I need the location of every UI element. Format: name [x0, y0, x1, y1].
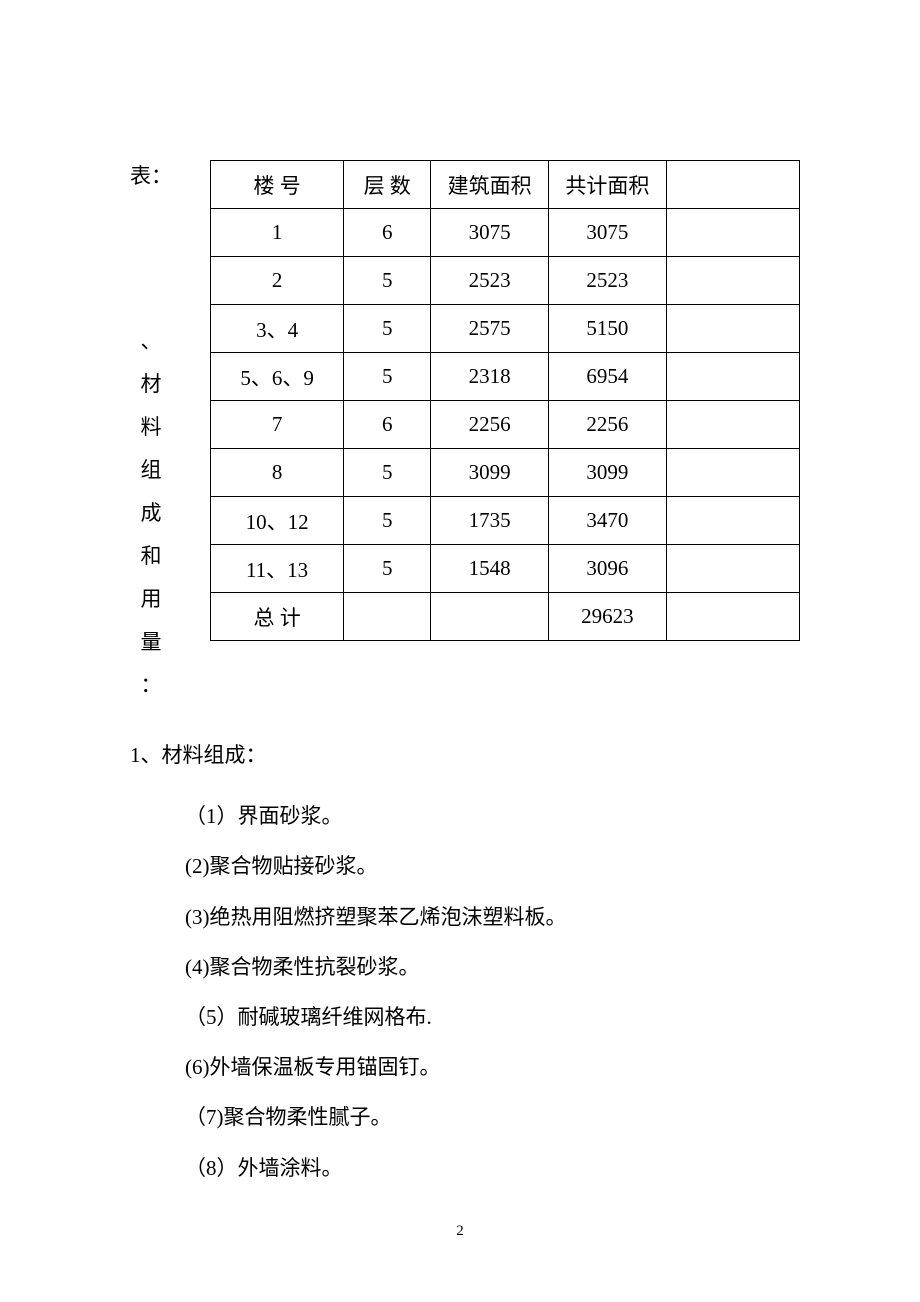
cell-blank: [666, 593, 799, 641]
cell-area: 2318: [431, 353, 549, 401]
cell-blank: [666, 209, 799, 257]
table-area: 楼 号 层 数 建筑面积 共计面积 1 6 3075 3075 2 5: [210, 160, 800, 641]
table-row: 7 6 2256 2256: [211, 401, 800, 449]
col-header-building: 楼 号: [211, 161, 344, 209]
material-item: （8）外墙涂料。: [185, 1145, 800, 1191]
cell-area: 2575: [431, 305, 549, 353]
material-item: （5）耐碱玻璃纤维网格布.: [185, 994, 800, 1040]
material-item: (2)聚合物贴接砂浆。: [185, 843, 800, 889]
table-row: 2 5 2523 2523: [211, 257, 800, 305]
table-row: 5、6、9 5 2318 6954: [211, 353, 800, 401]
side-label-part1: 表：: [130, 160, 172, 190]
cell-building: 8: [211, 449, 344, 497]
cell-area: 2523: [431, 257, 549, 305]
col-header-floors: 层 数: [344, 161, 431, 209]
cell-blank: [666, 401, 799, 449]
page-number: 2: [0, 1223, 920, 1240]
side-char: 、: [141, 320, 162, 363]
cell-floors: 6: [344, 401, 431, 449]
side-char: 用: [141, 578, 162, 621]
cell-floors: 5: [344, 449, 431, 497]
table-row: 11、13 5 1548 3096: [211, 545, 800, 593]
material-item: （1）界面砂浆。: [185, 793, 800, 839]
cell-total: 5150: [549, 305, 667, 353]
main-content-row: 表： 、 材 料 组 成 和 用 量： 楼 号 层 数 建筑面积 共计面积: [130, 160, 800, 707]
cell-total: 2256: [549, 401, 667, 449]
cell-area: 3075: [431, 209, 549, 257]
cell-total-label: 总 计: [211, 593, 344, 641]
cell-area: 1548: [431, 545, 549, 593]
table-row: 1 6 3075 3075: [211, 209, 800, 257]
cell-floors: 5: [344, 545, 431, 593]
cell-floors: 6: [344, 209, 431, 257]
col-header-area: 建筑面积: [431, 161, 549, 209]
cell-blank: [666, 257, 799, 305]
cell-floors: 5: [344, 305, 431, 353]
material-item: (3)绝热用阻燃挤塑聚苯乙烯泡沫塑料板。: [185, 894, 800, 940]
cell-building: 2: [211, 257, 344, 305]
cell-building: 1: [211, 209, 344, 257]
materials-title: 1、材料组成：: [130, 737, 800, 775]
material-item: (6)外墙保温板专用锚固钉。: [185, 1044, 800, 1090]
cell-area: 3099: [431, 449, 549, 497]
side-label-part2: 、 材 料 组 成 和 用 量：: [141, 320, 162, 707]
cell-total: 3470: [549, 497, 667, 545]
material-item: （7)聚合物柔性腻子。: [185, 1094, 800, 1140]
cell-blank: [344, 593, 431, 641]
cell-building: 10、12: [211, 497, 344, 545]
cell-building: 11、13: [211, 545, 344, 593]
side-char-last: 量：: [141, 621, 162, 707]
side-char: 和: [141, 535, 162, 578]
side-char: 料: [141, 406, 162, 449]
building-area-table: 楼 号 层 数 建筑面积 共计面积 1 6 3075 3075 2 5: [210, 160, 800, 641]
cell-total: 6954: [549, 353, 667, 401]
cell-floors: 5: [344, 257, 431, 305]
cell-total: 3096: [549, 545, 667, 593]
table-total-row: 总 计 29623: [211, 593, 800, 641]
side-char: 组: [141, 449, 162, 492]
cell-total: 2523: [549, 257, 667, 305]
material-item: (4)聚合物柔性抗裂砂浆。: [185, 944, 800, 990]
cell-blank: [431, 593, 549, 641]
cell-floors: 5: [344, 497, 431, 545]
cell-building: 5、6、9: [211, 353, 344, 401]
cell-total: 3099: [549, 449, 667, 497]
cell-floors: 5: [344, 353, 431, 401]
cell-blank: [666, 497, 799, 545]
cell-blank: [666, 545, 799, 593]
col-header-blank: [666, 161, 799, 209]
table-body: 1 6 3075 3075 2 5 2523 2523 3、4 5 2575: [211, 209, 800, 641]
cell-area: 2256: [431, 401, 549, 449]
side-char: 材: [141, 363, 162, 406]
side-vertical-label: 表： 、 材 料 组 成 和 用 量：: [130, 160, 172, 707]
cell-building: 3、4: [211, 305, 344, 353]
cell-grand-total: 29623: [549, 593, 667, 641]
cell-blank: [666, 305, 799, 353]
table-row: 10、12 5 1735 3470: [211, 497, 800, 545]
cell-area: 1735: [431, 497, 549, 545]
cell-blank: [666, 353, 799, 401]
side-char: 成: [141, 492, 162, 535]
materials-section: 1、材料组成： （1）界面砂浆。 (2)聚合物贴接砂浆。 (3)绝热用阻燃挤塑聚…: [130, 737, 800, 1190]
table-row: 8 5 3099 3099: [211, 449, 800, 497]
col-header-total-area: 共计面积: [549, 161, 667, 209]
table-header-row: 楼 号 层 数 建筑面积 共计面积: [211, 161, 800, 209]
cell-building: 7: [211, 401, 344, 449]
table-row: 3、4 5 2575 5150: [211, 305, 800, 353]
cell-total: 3075: [549, 209, 667, 257]
materials-list: （1）界面砂浆。 (2)聚合物贴接砂浆。 (3)绝热用阻燃挤塑聚苯乙烯泡沫塑料板…: [130, 793, 800, 1191]
cell-blank: [666, 449, 799, 497]
